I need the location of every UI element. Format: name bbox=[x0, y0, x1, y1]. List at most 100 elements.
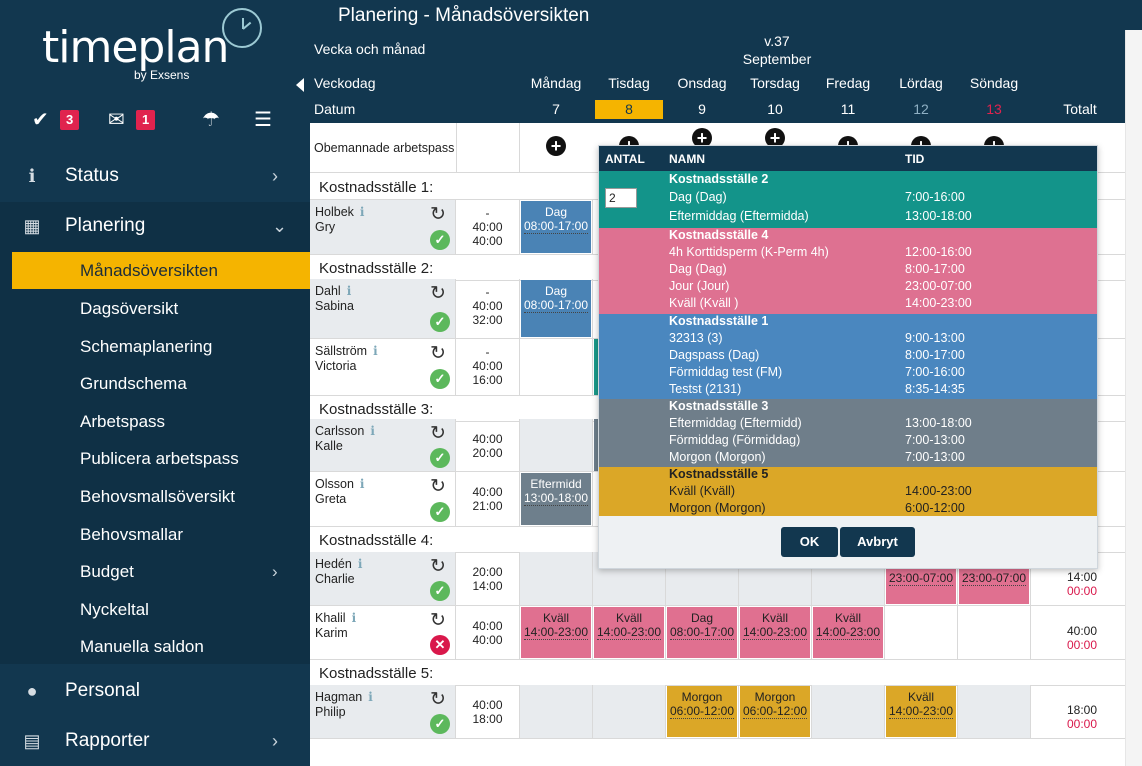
nav-dagsoversikt[interactable]: Dagsöversikt bbox=[12, 290, 310, 327]
date-mon[interactable]: 7 bbox=[552, 101, 560, 117]
shift-option-name[interactable]: Eftermiddag (Eftermidda) bbox=[669, 209, 809, 223]
nav-manadsoversikten[interactable]: Månadsöversikten bbox=[12, 252, 310, 289]
employee-name[interactable]: Khalil i Karim bbox=[315, 611, 357, 640]
nav-budget[interactable]: Budget › bbox=[12, 553, 310, 590]
day-cell[interactable] bbox=[520, 339, 593, 395]
refresh-icon[interactable]: ↻ bbox=[430, 343, 446, 364]
day-cell[interactable] bbox=[520, 685, 593, 738]
shift-block[interactable]: Kväll 14:00-23:00 bbox=[521, 607, 591, 658]
approved-check-icon[interactable]: ✓ bbox=[430, 502, 450, 522]
info-icon[interactable]: i bbox=[346, 284, 352, 298]
approved-check-icon[interactable]: ✓ bbox=[430, 448, 450, 468]
shift-option-name[interactable]: 32313 (3) bbox=[669, 331, 723, 345]
shift-block[interactable]: Dag 08:00-17:00 bbox=[667, 607, 737, 658]
approved-check-icon[interactable]: ✓ bbox=[430, 714, 450, 734]
shift-option-name[interactable]: Morgon (Morgon) bbox=[669, 501, 766, 515]
error-x-icon[interactable]: ✕ bbox=[430, 635, 450, 655]
day-cell[interactable] bbox=[520, 552, 593, 605]
day-cell[interactable] bbox=[593, 685, 666, 738]
day-cell[interactable] bbox=[958, 685, 1031, 738]
day-cell[interactable] bbox=[812, 685, 885, 738]
shift-block[interactable]: Dag 08:00-17:00 bbox=[521, 280, 591, 337]
nav-schemaplanering[interactable]: Schemaplanering bbox=[12, 328, 310, 365]
nav-behovsmallar[interactable]: Behovsmallar bbox=[12, 516, 310, 553]
day-cell[interactable]: Eftermidd 13:00-18:00 bbox=[520, 472, 593, 526]
refresh-icon[interactable]: ↻ bbox=[430, 689, 446, 710]
quantity-input[interactable] bbox=[605, 188, 637, 208]
day-cell[interactable]: Morgon 06:00-12:00 bbox=[739, 685, 812, 738]
day-cell[interactable]: Dag 08:00-17:00 bbox=[520, 279, 593, 338]
shift-option-name[interactable]: Förmiddag (Förmiddag) bbox=[669, 433, 801, 447]
day-cell[interactable]: Dag 08:00-17:00 bbox=[666, 606, 739, 659]
shift-option-name[interactable]: Testst (2131) bbox=[669, 382, 742, 396]
info-icon[interactable]: i bbox=[359, 477, 365, 491]
nav-nyckeltal[interactable]: Nyckeltal bbox=[12, 591, 310, 628]
approved-check-icon[interactable]: ✓ bbox=[430, 369, 450, 389]
envelope-icon[interactable]: ✉ bbox=[108, 109, 125, 131]
vacation-umbrella-icon[interactable]: ☂ bbox=[202, 109, 220, 131]
nav-manuella-saldon[interactable]: Manuella saldon bbox=[12, 628, 310, 665]
shift-option-name[interactable]: Förmiddag test (FM) bbox=[669, 365, 783, 379]
employee-name[interactable]: Holbek i Gry bbox=[315, 205, 365, 234]
date-thu[interactable]: 10 bbox=[767, 101, 783, 117]
date-sun[interactable]: 13 bbox=[986, 101, 1002, 117]
shift-option-name[interactable]: Dagspass (Dag) bbox=[669, 348, 760, 362]
employee-name[interactable]: Olsson i Greta bbox=[315, 477, 365, 506]
shift-block[interactable]: Morgon 06:00-12:00 bbox=[667, 686, 737, 737]
shift-option-name[interactable]: Kväll (Kväll ) bbox=[669, 296, 739, 310]
shift-block[interactable]: Kväll 14:00-23:00 bbox=[886, 686, 956, 737]
refresh-icon[interactable]: ↻ bbox=[430, 556, 446, 577]
ok-button[interactable]: OK bbox=[781, 527, 838, 557]
nav-behovsmallsoversikt[interactable]: Behovsmallsöversikt bbox=[12, 478, 310, 515]
collapse-sidebar-icon[interactable] bbox=[296, 78, 304, 92]
day-cell[interactable]: Kväll 14:00-23:00 bbox=[812, 606, 885, 659]
timeplan-logo[interactable]: timeplan by Exsens bbox=[42, 8, 272, 88]
nav-grundschema[interactable]: Grundschema bbox=[12, 365, 310, 402]
refresh-icon[interactable]: ↻ bbox=[430, 423, 446, 444]
shift-block[interactable]: Kväll 14:00-23:00 bbox=[813, 607, 883, 658]
shift-option-name[interactable]: Morgon (Morgon) bbox=[669, 450, 766, 464]
shift-option-name[interactable]: Kväll (Kväll) bbox=[669, 484, 735, 498]
refresh-icon[interactable]: ↻ bbox=[430, 476, 446, 497]
day-cell[interactable]: Kväll 14:00-23:00 bbox=[739, 606, 812, 659]
refresh-icon[interactable]: ↻ bbox=[430, 283, 446, 304]
shift-block[interactable]: Dag 08:00-17:00 bbox=[521, 201, 591, 253]
shift-block[interactable]: Morgon 06:00-12:00 bbox=[740, 686, 810, 737]
day-cell[interactable]: Kväll 14:00-23:00 bbox=[593, 606, 666, 659]
info-icon[interactable]: i bbox=[370, 424, 375, 438]
employee-name[interactable]: Sällström i Victoria bbox=[315, 344, 378, 373]
shift-option-name[interactable]: Dag (Dag) bbox=[669, 262, 727, 276]
day-cell[interactable]: Morgon 06:00-12:00 bbox=[666, 685, 739, 738]
shift-block[interactable]: Kväll 14:00-23:00 bbox=[594, 607, 664, 658]
day-cell[interactable] bbox=[958, 606, 1031, 659]
approved-check-icon[interactable]: ✓ bbox=[430, 581, 450, 601]
date-tue-today[interactable]: 8 bbox=[595, 100, 663, 119]
shift-option-name[interactable]: Jour (Jour) bbox=[669, 279, 730, 293]
day-cell[interactable]: Kväll 14:00-23:00 bbox=[885, 685, 958, 738]
shift-option-name[interactable]: Eftermiddag (Eftermidd) bbox=[669, 416, 802, 430]
cancel-button[interactable]: Avbryt bbox=[840, 527, 915, 557]
employee-name[interactable]: Carlsson i Kalle bbox=[315, 424, 375, 453]
shift-option-name[interactable]: Dag (Dag) bbox=[669, 190, 727, 204]
refresh-icon[interactable]: ↻ bbox=[430, 610, 446, 631]
date-fri[interactable]: 11 bbox=[840, 101, 856, 117]
employee-name[interactable]: Hagman i Philip bbox=[315, 690, 373, 719]
shift-option-name[interactable]: 4h Korttidsperm (K-Perm 4h) bbox=[669, 245, 829, 259]
add-unstaffed-thu-icon[interactable]: + bbox=[765, 128, 785, 148]
employee-name[interactable]: Dahl i Sabina bbox=[315, 284, 354, 313]
info-icon[interactable]: i bbox=[357, 557, 363, 571]
nav-rapporter[interactable]: ▤ Rapporter › bbox=[0, 717, 310, 765]
add-unstaffed-wed-icon[interactable]: + bbox=[692, 128, 712, 148]
nav-personal[interactable]: ● Personal bbox=[0, 667, 310, 715]
info-icon[interactable]: i bbox=[351, 611, 357, 625]
info-icon[interactable]: i bbox=[368, 690, 373, 704]
day-cell[interactable]: Dag 08:00-17:00 bbox=[520, 200, 593, 254]
date-sat[interactable]: 12 bbox=[913, 101, 929, 117]
day-cell[interactable] bbox=[885, 606, 958, 659]
nav-status[interactable]: ℹ Status › bbox=[0, 152, 310, 200]
nav-planering[interactable]: ▦ Planering ⌄ bbox=[0, 202, 310, 250]
tasks-badge[interactable]: 3 bbox=[60, 110, 80, 130]
day-cell[interactable]: Kväll 14:00-23:00 bbox=[520, 606, 593, 659]
vertical-scrollbar[interactable] bbox=[1125, 30, 1142, 766]
day-cell[interactable] bbox=[520, 419, 593, 471]
